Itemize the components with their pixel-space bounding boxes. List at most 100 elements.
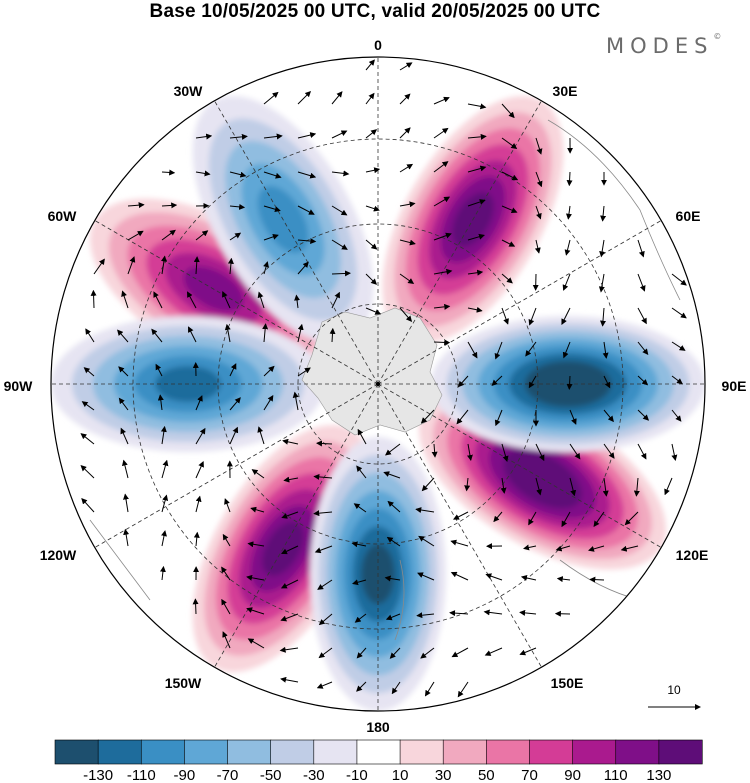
wind-arrow xyxy=(525,341,537,357)
wind-arrow xyxy=(637,273,646,292)
wind-arrow xyxy=(637,239,645,258)
wind-arrow xyxy=(80,433,95,445)
colorbar-tick-label: -90 xyxy=(174,767,196,783)
wind-arrow xyxy=(193,531,200,547)
wind-arrow xyxy=(415,507,435,514)
wind-arrow xyxy=(247,638,265,649)
wind-arrow xyxy=(251,469,265,479)
wind-arrow xyxy=(127,202,145,209)
wind-arrow xyxy=(493,511,503,523)
wind-arrow xyxy=(127,256,136,275)
meridian-line xyxy=(214,383,379,668)
wind-arrow xyxy=(365,129,378,139)
wind-arrow xyxy=(600,307,606,327)
colorbar-swatch xyxy=(227,739,272,765)
wind-arrow xyxy=(365,167,381,174)
meridian-line xyxy=(377,383,662,548)
wind-arrow xyxy=(354,613,367,623)
wind-arrow xyxy=(589,576,605,583)
colorbar-tick-label: -10 xyxy=(346,767,368,783)
wind-arrow xyxy=(297,132,317,139)
wind-arrow xyxy=(160,255,167,275)
wind-arrow xyxy=(561,511,571,528)
wind-arrow xyxy=(281,511,299,519)
wind-arrow xyxy=(195,460,204,479)
wind-arrow xyxy=(85,328,95,343)
wind-arrow xyxy=(365,273,378,285)
wind-arrow xyxy=(229,232,242,241)
colorbar-swatch xyxy=(442,739,487,765)
wind-arrow xyxy=(224,498,231,513)
wind-arrow xyxy=(263,171,282,179)
wind-arrow xyxy=(603,375,611,389)
wind-arrow xyxy=(671,341,686,351)
lon-label-180: 180 xyxy=(366,719,390,735)
wind-arrow xyxy=(671,443,678,461)
colorbar-swatch xyxy=(572,739,617,765)
wind-arrow xyxy=(365,239,378,250)
wind-arrow xyxy=(283,476,299,483)
colorbar-tick-label: -110 xyxy=(127,767,156,783)
wind-arrow xyxy=(157,394,164,411)
wind-arrow xyxy=(456,409,469,425)
wind-arrow xyxy=(484,647,503,656)
colorbar-swatch xyxy=(486,739,531,765)
wind-arrow xyxy=(161,229,176,241)
wind-arrow xyxy=(417,572,435,581)
wind-arrow xyxy=(385,613,401,621)
wind-arrow xyxy=(467,199,486,207)
wind-arrow xyxy=(637,443,647,460)
wind-arrow xyxy=(433,96,450,105)
wind-arrow xyxy=(569,409,577,425)
wind-arrow xyxy=(188,326,197,343)
colorbar-swatch xyxy=(97,739,142,765)
wind-arrow xyxy=(566,171,573,187)
wind-arrow xyxy=(121,459,129,479)
wind-arrow xyxy=(433,268,453,275)
wind-arrow xyxy=(222,290,231,309)
wind-arrow xyxy=(297,205,315,215)
antarctica-landmass xyxy=(301,307,443,436)
wind-arrow xyxy=(187,291,197,309)
wind-arrow xyxy=(331,170,350,177)
wind-arrow xyxy=(416,612,435,619)
wind-arrow xyxy=(292,391,299,411)
wind-arrow xyxy=(467,233,485,241)
wind-arrow xyxy=(483,609,503,616)
wind-arrow xyxy=(161,459,169,479)
wind-arrow xyxy=(457,375,469,388)
wind-arrow xyxy=(127,230,144,241)
wind-arrow xyxy=(599,239,606,258)
wind-arrow xyxy=(155,363,163,377)
wind-arrow xyxy=(365,59,375,71)
wind-arrow xyxy=(671,375,683,385)
wind-arrow xyxy=(602,341,609,359)
wind-arrow xyxy=(593,511,605,528)
wind-arrow xyxy=(603,443,615,459)
wind-arrow xyxy=(229,363,237,377)
colorbar-tick-label: 110 xyxy=(604,767,628,783)
lon-label-90e: 90E xyxy=(722,378,747,394)
wind-arrow xyxy=(637,409,650,421)
wind-arrow xyxy=(161,530,167,547)
wind-arrow xyxy=(263,91,279,105)
colorbar-swatch xyxy=(356,739,401,765)
wind-arrow xyxy=(365,92,375,105)
wind-arrow xyxy=(195,230,209,241)
wind-arrow xyxy=(421,477,435,492)
wind-arrow xyxy=(123,493,129,513)
wind-arrow xyxy=(637,307,647,325)
wind-arrow xyxy=(246,574,265,581)
wind-arrow xyxy=(294,294,301,309)
wind-arrow xyxy=(467,133,487,140)
wind-arrow xyxy=(569,443,581,460)
colorbar-swatch xyxy=(658,739,703,765)
wind-arrow xyxy=(331,130,348,139)
wind-arrow xyxy=(467,269,484,276)
lon-label-30e: 30E xyxy=(553,83,578,99)
wind-arrow xyxy=(222,631,231,649)
wind-arrow xyxy=(331,239,348,250)
wind-arrow xyxy=(313,510,333,517)
wind-arrow xyxy=(501,307,509,325)
colorbar-tick-label: 30 xyxy=(435,767,452,783)
